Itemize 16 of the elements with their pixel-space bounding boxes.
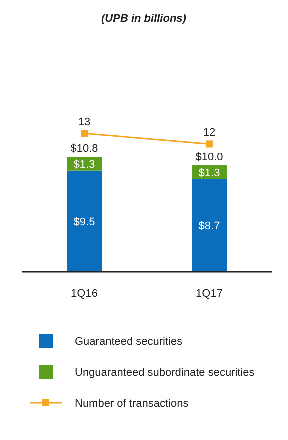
data-label: 12 [203,127,216,140]
legend-label: Number of transactions [75,398,190,410]
chart-title: (UPB in billions) [102,13,187,25]
legend-label: Unguaranteed subordinate securities [75,367,256,379]
bar [67,170,102,272]
total-label: $10.8 [70,143,98,155]
legend-label: Guaranteed securities [75,336,184,348]
data-label: $8.7 [198,220,220,233]
data-label: $1.3 [74,158,96,171]
data-label: $1.3 [198,167,220,180]
data-label: 13 [78,116,91,129]
bar [192,179,227,272]
x-tick-label: 1Q17 [196,288,223,300]
x-tick-label: 1Q16 [71,288,98,300]
total-label: $10.0 [196,152,224,164]
data-label: $9.5 [74,216,96,228]
